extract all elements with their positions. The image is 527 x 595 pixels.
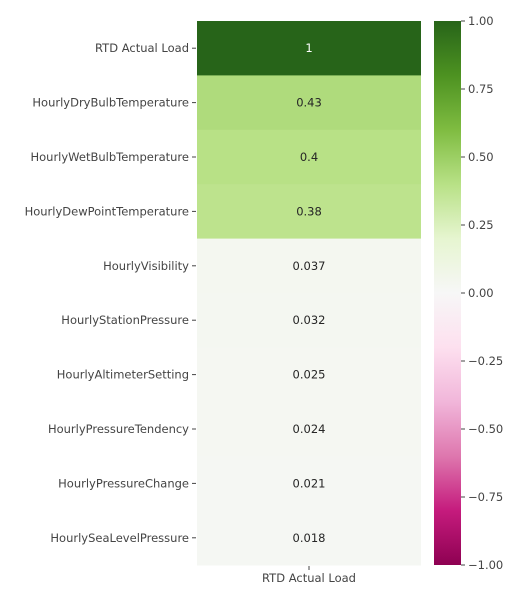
heatmap-cells [197,21,421,566]
heatmap-cell [197,129,421,185]
colorbar-tick-label: 0.50 [468,150,494,164]
colorbar-tick-label: 0.25 [468,218,494,232]
heatmap-cell [197,238,421,294]
row-tick-label: HourlySeaLevelPressure [50,531,189,545]
heatmap-cell [197,401,421,457]
row-tick-label: HourlyPressureTendency [48,422,189,436]
colorbar-tick-label: −0.75 [468,490,503,504]
colorbar-tick-label: −1.00 [468,558,503,572]
cell-annotation: 0.018 [293,531,326,545]
colorbar-tick-label: −0.25 [468,354,503,368]
cell-annotations: 1 0.43 0.4 0.38 0.037 0.032 0.025 0.024 0.021 0.0… [293,41,326,545]
row-tick-labels: RTD Actual Load HourlyDryBulbTemperature H… [25,41,196,545]
cell-annotation: 0.024 [293,422,326,436]
column-tick-labels: RTD Actual Load [262,566,356,585]
colorbar-tick-label: 0.75 [468,82,494,96]
heatmap-cell [197,456,421,512]
row-tick-label: HourlyStationPressure [61,313,189,327]
heatmap-cell [197,510,421,566]
row-tick-label: HourlyWetBulbTemperature [30,150,189,164]
heatmap-cell [197,347,421,403]
cell-annotation: 0.43 [296,96,322,110]
column-tick-label: RTD Actual Load [262,571,356,585]
cell-annotation: 0.38 [296,204,322,218]
colorbar-tick-label: −0.50 [468,422,503,436]
heatmap-cell [197,75,421,131]
cell-annotation: 0.032 [293,313,326,327]
row-tick-label: HourlyAltimeterSetting [57,368,189,382]
row-tick-label: HourlyDewPointTemperature [25,204,189,218]
colorbar: 1.00 0.75 0.50 0.25 0.00 −0.25 −0.50 −0.75 −1.00 [434,14,503,572]
colorbar-tick-label: 1.00 [468,14,494,28]
row-tick-label: HourlyDryBulbTemperature [32,96,189,110]
colorbar-gradient [434,21,461,565]
row-tick-label: HourlyVisibility [103,259,189,273]
cell-annotation: 0.4 [300,150,318,164]
heatmap-cell [197,293,421,348]
colorbar-tick-label: 0.00 [468,286,494,300]
cell-annotation: 0.025 [293,368,326,382]
cell-annotation: 0.021 [293,476,326,490]
heatmap-cell [197,184,421,240]
row-tick-label: RTD Actual Load [95,41,189,55]
row-tick-label: HourlyPressureChange [58,476,189,490]
heatmap-cell [197,21,421,76]
cell-annotation: 1 [305,41,312,55]
cell-annotation: 0.037 [293,259,326,273]
